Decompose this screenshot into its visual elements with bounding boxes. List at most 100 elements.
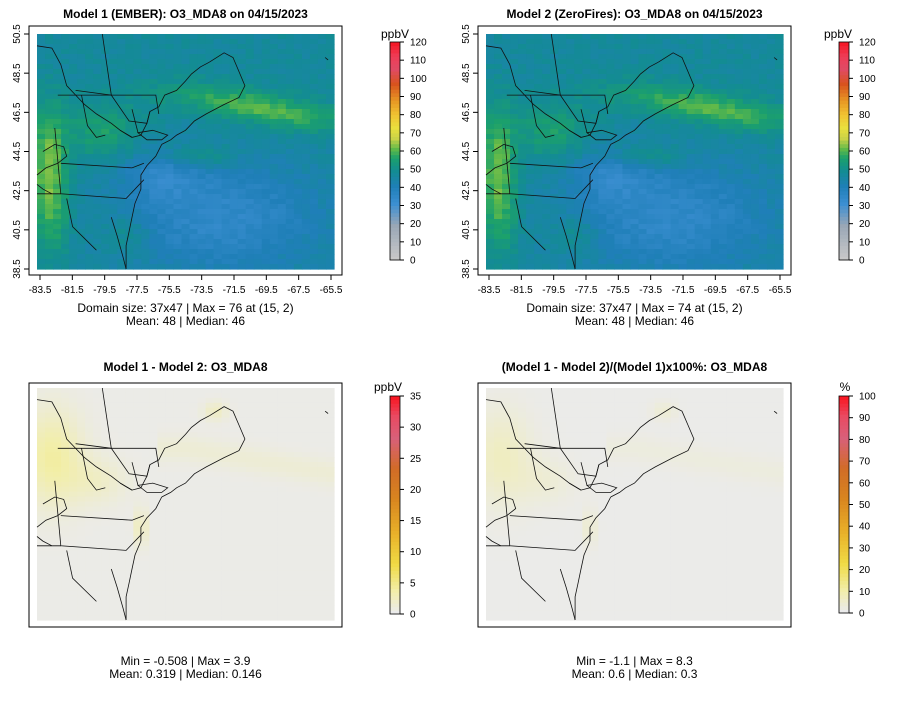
- heatmap-cell: [558, 159, 567, 165]
- heatmap-cell: [293, 114, 303, 120]
- colorbar-segment: [390, 190, 400, 196]
- heatmap-cell: [37, 432, 46, 438]
- heatmap-cell: [61, 189, 70, 195]
- heatmap-cell: [157, 209, 167, 215]
- heatmap-cell: [93, 89, 102, 95]
- heatmap-cell: [670, 119, 680, 125]
- heatmap-cell: [37, 164, 46, 170]
- heatmap-cell: [277, 134, 287, 140]
- heatmap-cell: [734, 264, 744, 270]
- heatmap-cell: [245, 34, 255, 40]
- heatmap-cell: [766, 239, 776, 245]
- heatmap-cell: [165, 129, 175, 135]
- heatmap-cell: [750, 254, 760, 260]
- heatmap-cell: [77, 442, 86, 448]
- heatmap-cell: [109, 244, 118, 250]
- heatmap-cell: [77, 169, 86, 175]
- heatmap-cell: [309, 169, 319, 175]
- heatmap-cell: [277, 129, 287, 135]
- heatmap-cell: [566, 179, 575, 185]
- heatmap-cell: [109, 531, 118, 537]
- heatmap-cell: [742, 89, 752, 95]
- heatmap-cell: [53, 189, 62, 195]
- heatmap-cell: [293, 224, 303, 230]
- heatmap-cell: [117, 442, 126, 448]
- heatmap-cell: [101, 104, 110, 110]
- heatmap-cell: [702, 59, 712, 65]
- heatmap-cell: [309, 471, 319, 478]
- heatmap-cell: [157, 511, 167, 517]
- heatmap-cell: [694, 44, 704, 50]
- heatmap-cell: [237, 254, 247, 260]
- heatmap-cell: [173, 536, 183, 542]
- heatmap-cell: [37, 506, 46, 513]
- heatmap-cell: [253, 254, 263, 260]
- heatmap-cell: [678, 214, 688, 220]
- heatmap-cell: [317, 154, 327, 160]
- heatmap-cell: [750, 179, 760, 185]
- heatmap-cell: [574, 64, 583, 70]
- heatmap-cell: [165, 471, 175, 478]
- heatmap-cell: [165, 388, 175, 394]
- heatmap-cell: [309, 462, 319, 468]
- heatmap-cell: [69, 254, 78, 260]
- heatmap-cell: [534, 234, 543, 240]
- heatmap-cell: [77, 44, 86, 50]
- heatmap-cell: [301, 432, 311, 438]
- heatmap-cell: [766, 264, 776, 270]
- heatmap-cell: [566, 109, 575, 115]
- heatmap-cell: [309, 417, 319, 424]
- heatmap-cell: [165, 179, 175, 185]
- heatmap-cell: [678, 129, 688, 135]
- colorbar-segment: [839, 216, 849, 221]
- heatmap-cell: [758, 39, 768, 45]
- heatmap-cell: [93, 204, 102, 210]
- heatmap-cell: [189, 144, 199, 150]
- heatmap-cell: [277, 437, 287, 443]
- heatmap-cell: [558, 139, 567, 145]
- heatmap-cell: [117, 462, 126, 468]
- heatmap-cell: [702, 244, 712, 250]
- state-border: [568, 129, 582, 138]
- heatmap-cell: [566, 169, 575, 175]
- heatmap-cell: [53, 89, 62, 95]
- heatmap-cell: [702, 189, 712, 195]
- heatmap-cell: [285, 516, 295, 522]
- heatmap-cell: [229, 536, 239, 542]
- heatmap-cell: [149, 442, 159, 448]
- heatmap-cell: [101, 254, 110, 260]
- heatmap-cell: [237, 209, 247, 215]
- heatmap-cell: [494, 129, 503, 135]
- heatmap-cell: [189, 124, 199, 130]
- heatmap-cell: [309, 452, 319, 458]
- heatmap-cell: [245, 536, 255, 542]
- heatmap-cell: [526, 164, 535, 170]
- heatmap-cell: [654, 234, 664, 240]
- heatmap-cell: [293, 249, 303, 255]
- heatmap-cell: [45, 109, 54, 115]
- heatmap-cell: [221, 134, 231, 140]
- heatmap-cell: [157, 34, 167, 40]
- heatmap-cell: [494, 214, 503, 220]
- heatmap-cell: [109, 457, 118, 463]
- heatmap-cell: [630, 54, 640, 60]
- heatmap-cell: [325, 486, 335, 493]
- heatmap-cell: [285, 199, 295, 205]
- heatmap-cell: [285, 184, 295, 190]
- heatmap-cell: [181, 44, 191, 50]
- heatmap-cell: [109, 214, 118, 220]
- heatmap-cell: [678, 164, 688, 170]
- stats-line-1: Domain size: 37x47 | Max = 74 at (15, 2): [526, 301, 742, 315]
- heatmap-cell: [173, 184, 183, 190]
- heatmap-cell: [37, 224, 46, 230]
- heatmap-cell: [205, 249, 215, 255]
- heatmap-cell: [261, 447, 271, 453]
- heatmap-cell: [141, 536, 150, 542]
- heatmap-cell: [101, 457, 110, 463]
- heatmap-cell: [750, 134, 760, 140]
- heatmap-cell: [718, 209, 728, 215]
- heatmap-cell: [197, 64, 207, 70]
- heatmap-cell: [181, 506, 191, 513]
- heatmap-cell: [718, 179, 728, 185]
- heatmap-cell: [93, 388, 102, 394]
